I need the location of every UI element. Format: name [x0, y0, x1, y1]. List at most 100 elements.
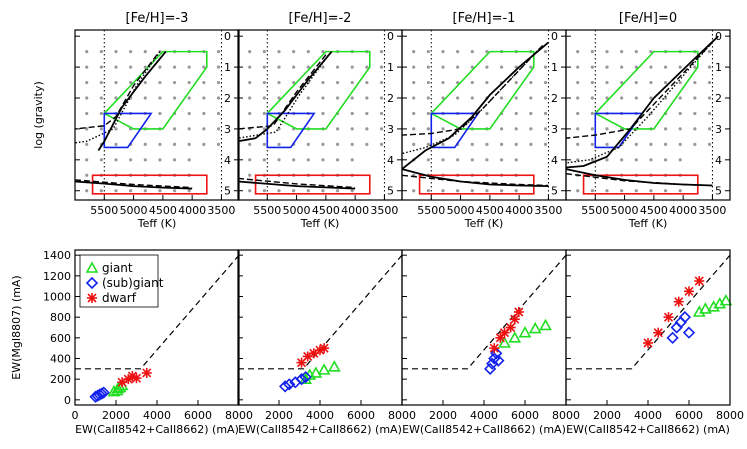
x-tick-label: 4000 [143, 409, 171, 422]
grid-point [529, 142, 533, 146]
x-tick-label: 4000 [470, 409, 498, 422]
grid-point [663, 80, 668, 85]
isochrone-track [74, 51, 161, 144]
grid-point [485, 142, 489, 146]
x-axis-label: Teff (K) [300, 217, 340, 230]
grid-point [693, 80, 697, 85]
grid-point [379, 80, 384, 85]
x-axis-label: EW(CaII8542+CaII8662) (mA) [75, 423, 239, 436]
grid-point [605, 96, 609, 100]
grid-point [707, 65, 712, 69]
isochrone-track [565, 173, 713, 187]
grid-point [441, 158, 445, 162]
x-tick-label: 4500 [476, 204, 504, 217]
grid-point [172, 158, 177, 162]
grid-point [379, 65, 384, 69]
grid-point [693, 96, 697, 100]
grid-point [248, 142, 252, 146]
x-tick-label: 5500 [581, 204, 609, 217]
grid-point [499, 189, 504, 193]
grid-point [529, 127, 533, 131]
grid-point [216, 111, 221, 116]
grid-point [216, 80, 221, 85]
grid-point [543, 65, 548, 69]
x-axis-label: Teff (K) [628, 217, 668, 230]
grid-point [649, 142, 653, 146]
giant-point [498, 336, 511, 348]
grid-point [277, 127, 281, 131]
panel-frame [237, 249, 403, 406]
grid-point [85, 80, 89, 85]
isochrone-track [237, 54, 327, 130]
grid-point [99, 111, 103, 116]
grid-point [350, 158, 354, 162]
grid-point [485, 111, 489, 116]
grid-point [85, 127, 89, 131]
y-tick-label: 600 [50, 332, 71, 345]
isochrone-track [74, 180, 193, 190]
grid-point [379, 142, 384, 146]
grid-point [143, 96, 147, 100]
selection-threshold-line [238, 254, 403, 370]
grid-point [529, 111, 533, 116]
grid-point [321, 65, 325, 69]
dwarf-selection-box [254, 174, 371, 195]
y-tick-label: 1000 [43, 291, 71, 304]
grid-point [456, 65, 460, 69]
panel-title: [Fe/H]=0 [619, 11, 677, 26]
grid-point [158, 158, 162, 162]
grid-point [663, 142, 668, 146]
grid-point [158, 96, 162, 100]
grid-point [590, 80, 594, 85]
grid-point [590, 189, 594, 193]
grid-point [605, 80, 609, 85]
grid-point [514, 80, 518, 85]
grid-point [335, 127, 340, 131]
y-tick-label: 5 [715, 185, 722, 198]
grid-point [470, 65, 474, 69]
subgiant-point [97, 386, 110, 399]
x-tick-label: 8000 [225, 409, 253, 422]
dwarf-stroke [653, 328, 663, 338]
grid-point [499, 158, 504, 162]
grid-point [426, 50, 430, 54]
isochrone-track [74, 54, 158, 130]
giant-point [539, 318, 552, 331]
x-tick-label: 4500 [312, 204, 340, 217]
grid-point [306, 142, 310, 146]
x-tick-label: 4000 [669, 204, 697, 217]
grid-point [663, 65, 668, 69]
grid-point [576, 127, 580, 131]
grid-point [649, 96, 653, 100]
x-tick-label: 6000 [347, 409, 375, 422]
grid-point [529, 96, 533, 100]
grid-point [158, 65, 162, 69]
isochrone-track [401, 41, 549, 170]
grid-point [143, 158, 147, 162]
grid-point [693, 65, 697, 69]
y-tick-label: 1 [224, 61, 231, 74]
grid-point [514, 158, 518, 162]
grid-point [412, 50, 416, 54]
grid-point [158, 142, 162, 146]
y-tick-label: 5 [224, 185, 231, 198]
grid-point [634, 65, 638, 69]
grid-point [634, 158, 638, 162]
isochrone-track [74, 179, 193, 189]
grid-point [649, 50, 653, 54]
top-panel-2: 5500 5000 4500 4000 3500 0 1 2 3 4 5 Teff (K) [Fe/H]… [401, 11, 567, 230]
grid-point [350, 127, 354, 131]
selection-threshold-line [402, 254, 567, 370]
grid-point [187, 127, 191, 131]
grid-point [499, 142, 504, 146]
grid-point [216, 127, 221, 131]
model-grid [576, 50, 712, 193]
grid-point [248, 65, 252, 69]
grid-point [306, 96, 310, 100]
grid-point [543, 50, 548, 54]
x-tick-label: 5500 [90, 204, 118, 217]
grid-point [187, 158, 191, 162]
isochrone-track [401, 168, 549, 187]
x-tick-label: 5000 [447, 204, 475, 217]
panel-title: [Fe/H]=-2 [289, 11, 352, 26]
